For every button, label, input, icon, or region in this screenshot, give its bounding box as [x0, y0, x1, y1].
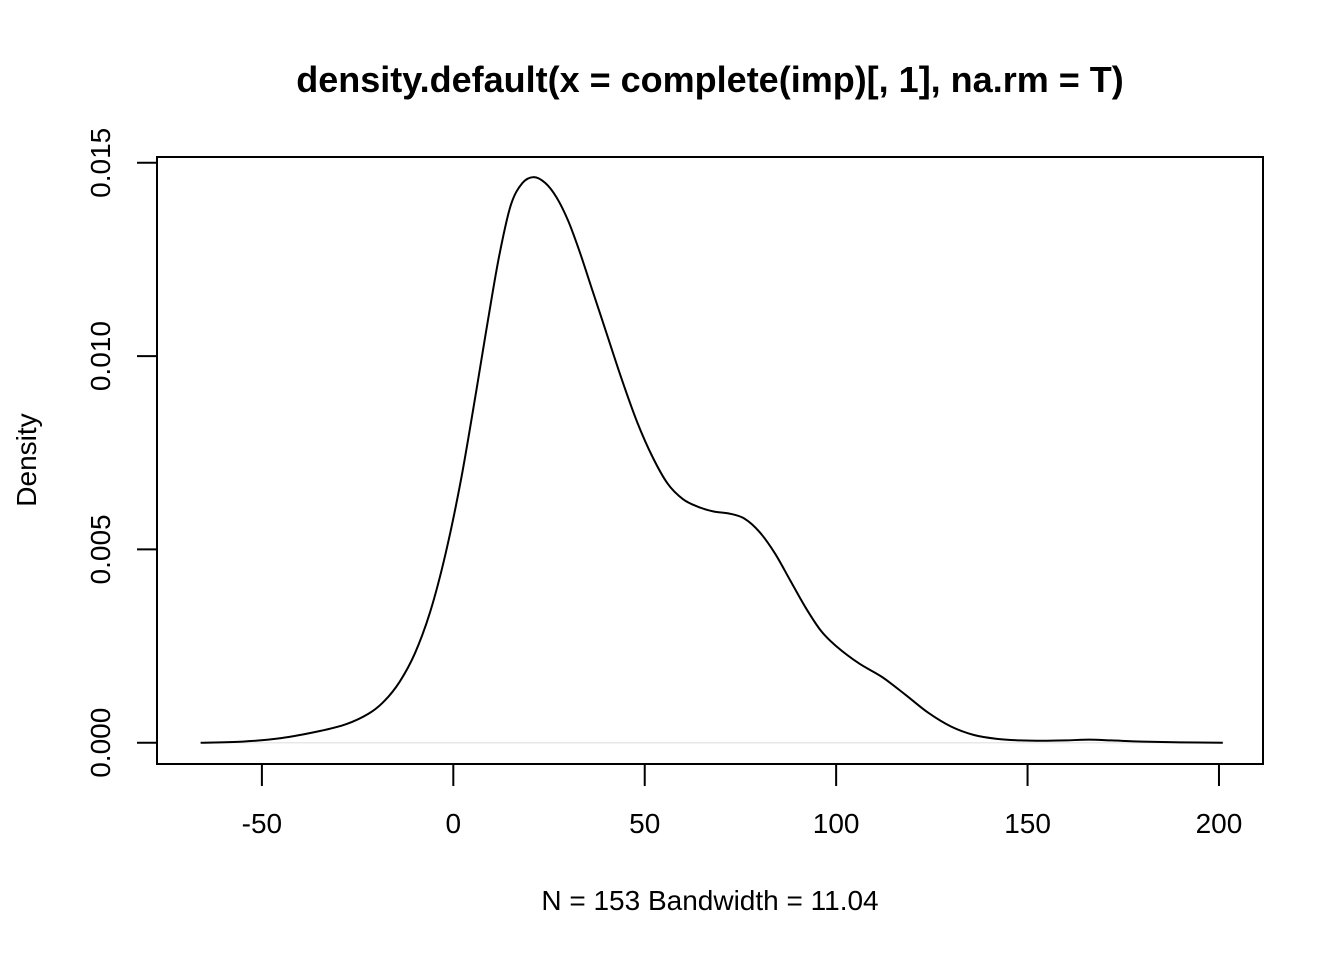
x-tick-label: -50	[242, 808, 282, 839]
y-tick-label: 0.010	[85, 321, 116, 391]
x-tick-label: 150	[1004, 808, 1051, 839]
x-tick-label: 100	[813, 808, 860, 839]
chart-title: density.default(x = complete(imp)[, 1], …	[296, 59, 1123, 100]
x-tick-label: 200	[1196, 808, 1243, 839]
x-tick-label: 50	[629, 808, 660, 839]
y-tick-label: 0.005	[85, 514, 116, 584]
x-axis: -50 0 50 100 150 200	[242, 763, 1243, 839]
x-axis-label: N = 153 Bandwidth = 11.04	[541, 885, 878, 916]
plot-frame	[156, 156, 1264, 765]
y-axis: 0.000 0.005 0.010 0.015	[85, 128, 158, 778]
y-tick-label: 0.000	[85, 708, 116, 778]
y-tick-label: 0.015	[85, 128, 116, 198]
y-axis-label: Density	[11, 413, 42, 506]
density-curve	[200, 176, 1223, 744]
x-tick-label: 0	[446, 808, 462, 839]
